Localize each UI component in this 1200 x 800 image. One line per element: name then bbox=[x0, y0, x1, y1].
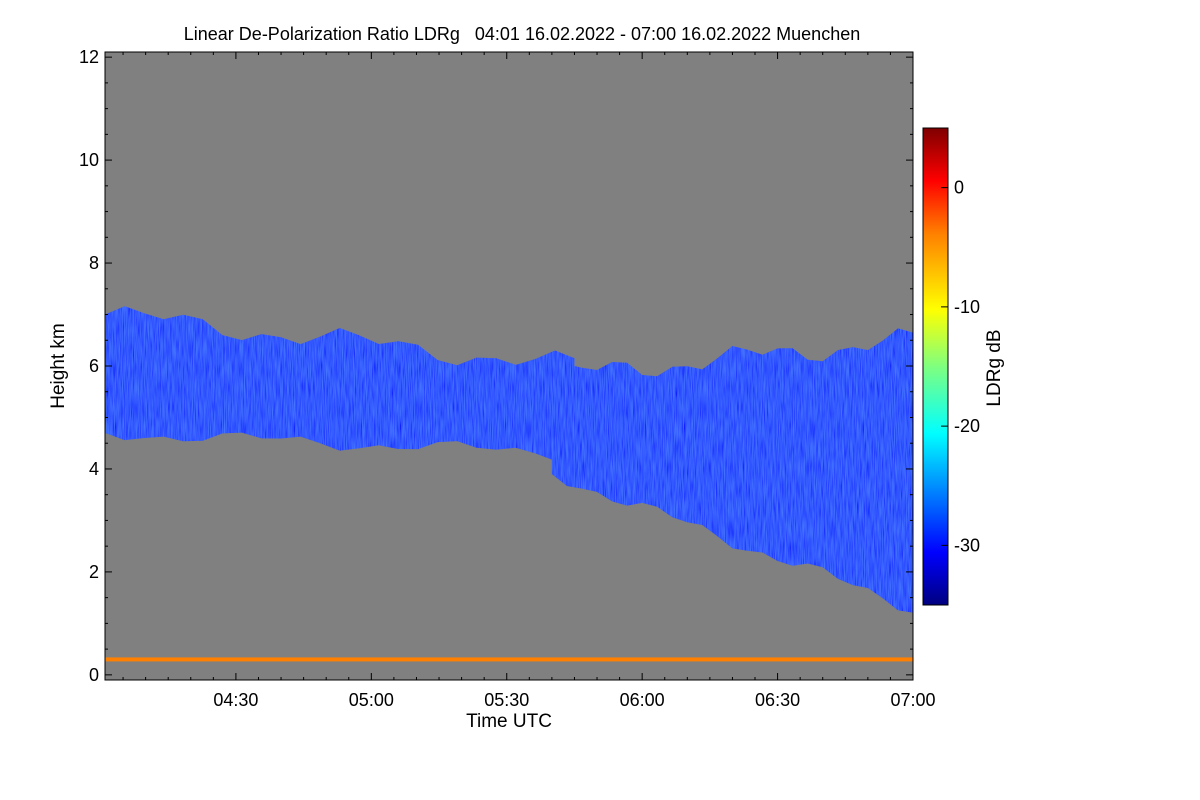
cloud-layer bbox=[105, 306, 575, 461]
colorbar-tick-label: -20 bbox=[954, 416, 980, 436]
y-axis: 0 2 4 6 8 10 12 bbox=[79, 47, 913, 685]
y-tick-label: 2 bbox=[89, 562, 99, 582]
colorbar-tick-label: -10 bbox=[954, 297, 980, 317]
y-tick-label: 12 bbox=[79, 47, 99, 67]
y-tick-label: 4 bbox=[89, 459, 99, 479]
chart-title: Linear De-Polarization Ratio LDRg 04:01 … bbox=[184, 24, 860, 44]
y-tick-label: 10 bbox=[79, 150, 99, 170]
colorbar-tick-label: 0 bbox=[954, 178, 964, 198]
x-axis: 04:30 05:00 05:30 06:00 06:30 07:00 bbox=[122, 52, 936, 710]
x-tick-label: 05:30 bbox=[484, 690, 529, 710]
x-tick-label: 07:00 bbox=[890, 690, 935, 710]
y-tick-label: 8 bbox=[89, 253, 99, 273]
colorbar: 0 -10 -20 -30 LDRg dB bbox=[922, 127, 1005, 606]
colorbar-gradient bbox=[922, 127, 949, 606]
x-axis-title: Time UTC bbox=[466, 711, 552, 732]
y-axis-title: Height km bbox=[48, 323, 69, 409]
x-tick-label: 06:00 bbox=[620, 690, 665, 710]
colorbar-ticks: 0 -10 -20 -30 bbox=[941, 178, 980, 555]
x-tick-label: 06:30 bbox=[755, 690, 800, 710]
y-tick-label: 0 bbox=[89, 665, 99, 685]
colorbar-tick-label: -30 bbox=[954, 535, 980, 555]
near-ground-layer bbox=[105, 657, 913, 662]
cloud-regions bbox=[105, 306, 913, 662]
x-tick-label: 04:30 bbox=[213, 690, 258, 710]
colorbar-title: LDRg dB bbox=[984, 329, 1005, 406]
y-tick-label: 6 bbox=[89, 356, 99, 376]
cloud-layer bbox=[551, 328, 913, 613]
x-tick-label: 05:00 bbox=[349, 690, 394, 710]
